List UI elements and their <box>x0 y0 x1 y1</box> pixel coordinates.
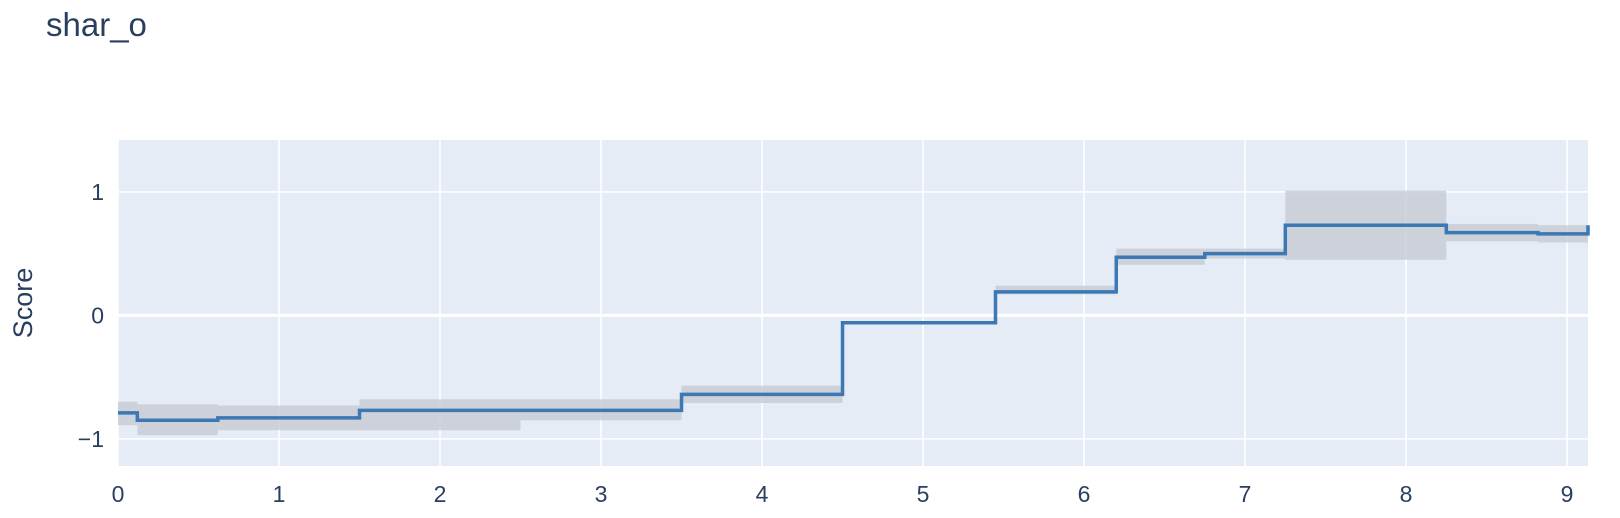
x-tick-label: 0 <box>112 481 125 507</box>
x-axis-tick-labels: 0 1 2 3 4 5 6 7 8 9 <box>112 481 1574 507</box>
y-axis-title: Score <box>8 268 38 339</box>
chart-title: shar_o <box>46 6 147 43</box>
x-tick-label: 2 <box>434 481 447 507</box>
x-tick-label: 6 <box>1078 481 1091 507</box>
y-axis-tick-labels: −1 0 1 <box>78 179 104 452</box>
x-tick-label: 4 <box>756 481 769 507</box>
x-tick-label: 9 <box>1561 481 1574 507</box>
x-tick-label: 3 <box>595 481 608 507</box>
score-step-line <box>118 223 1590 423</box>
y-tick-label: 0 <box>91 302 104 328</box>
x-tick-label: 1 <box>273 481 286 507</box>
confidence-band <box>359 399 521 431</box>
x-tick-label: 5 <box>917 481 930 507</box>
x-tick-label: 8 <box>1400 481 1413 507</box>
x-tick-label: 7 <box>1239 481 1252 507</box>
y-tick-label: −1 <box>78 426 104 452</box>
confidence-band <box>995 285 1117 295</box>
y-tick-label: 1 <box>91 179 104 205</box>
